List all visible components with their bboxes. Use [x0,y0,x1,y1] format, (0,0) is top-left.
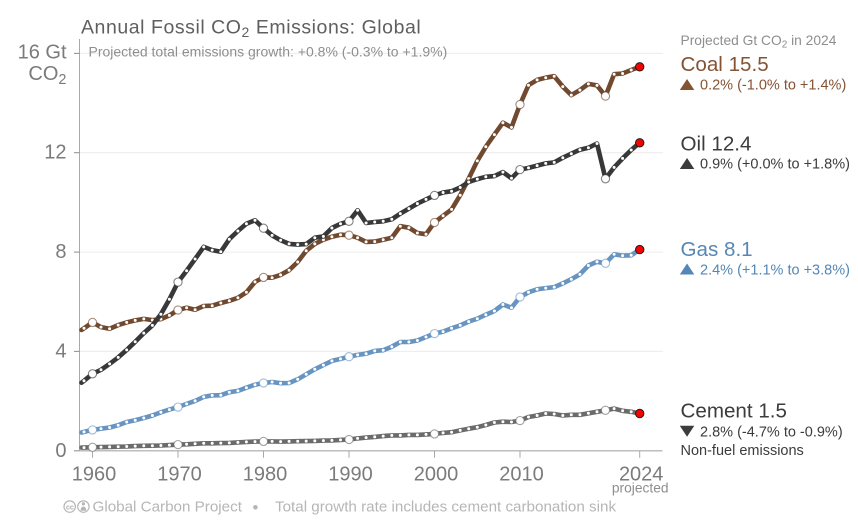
svg-text:projected: projected [612,480,669,495]
svg-text:2010: 2010 [499,464,544,486]
svg-text:Cement 1.5: Cement 1.5 [681,400,787,423]
svg-text:16 Gt: 16 Gt [18,42,67,64]
svg-text:8: 8 [55,241,66,263]
svg-text:4: 4 [55,340,66,362]
svg-text:Global Carbon Project: Global Carbon Project [93,499,243,516]
svg-text:12: 12 [44,142,66,164]
svg-text:0: 0 [55,440,66,462]
svg-text:Non-fuel emissions: Non-fuel emissions [681,443,804,459]
svg-text:Annual Fossil CO2 Emissions: G: Annual Fossil CO2 Emissions: Global [81,17,421,41]
svg-text:Total growth rate includes cem: Total growth rate includes cement carbon… [275,499,616,516]
svg-text:Projected total emissions grow: Projected total emissions growth: +0.8% … [89,44,448,60]
svg-text:2.8% (-4.7% to -0.9%): 2.8% (-4.7% to -0.9%) [700,425,843,441]
svg-text:cc: cc [66,502,74,511]
svg-text:1960: 1960 [72,464,117,486]
svg-text:1990: 1990 [328,464,373,486]
svg-text:0.2% (-1.0% to +1.4%): 0.2% (-1.0% to +1.4%) [700,78,846,94]
svg-text:2.4% (+1.1% to +3.8%): 2.4% (+1.1% to +3.8%) [700,263,850,279]
svg-text:Projected Gt CO2 in 2024: Projected Gt CO2 in 2024 [681,33,837,51]
svg-text:Gas 8.1: Gas 8.1 [681,238,753,261]
svg-text:0.9% (+0.0% to +1.8%): 0.9% (+0.0% to +1.8%) [700,157,850,173]
svg-text:Oil 12.4: Oil 12.4 [681,133,752,156]
svg-text:Coal 15.5: Coal 15.5 [681,53,769,76]
svg-text:2000: 2000 [414,464,459,486]
svg-text:2024: 2024 [619,464,664,486]
svg-text:1970: 1970 [157,464,202,486]
svg-text:1980: 1980 [243,464,288,486]
